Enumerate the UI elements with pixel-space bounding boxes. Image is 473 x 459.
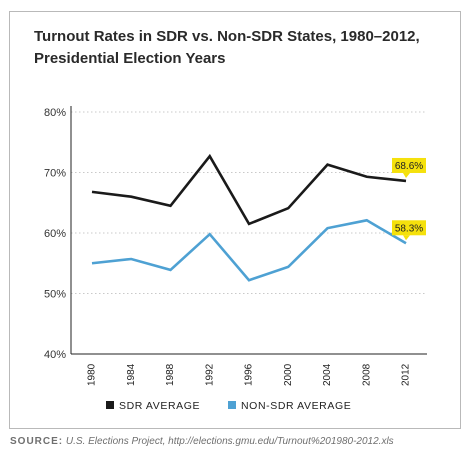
x-tick-label: 2000 bbox=[283, 363, 294, 386]
x-tick-label: 2008 bbox=[361, 363, 372, 386]
legend-swatch bbox=[106, 401, 114, 409]
x-tick-label: 2004 bbox=[322, 363, 333, 386]
data-label: 68.6% bbox=[395, 161, 423, 172]
y-tick-label: 80% bbox=[44, 107, 66, 119]
legend-swatch bbox=[228, 401, 236, 409]
y-tick-label: 60% bbox=[44, 228, 66, 240]
x-tick-label: 1992 bbox=[204, 363, 215, 386]
source-text: U.S. Elections Project, http://elections… bbox=[65, 436, 394, 447]
x-tick-label: 1984 bbox=[126, 363, 137, 386]
value-callout-pointer bbox=[403, 172, 410, 178]
chart-subtitle: Presidential Election Years bbox=[34, 50, 226, 67]
source-label: SOURCE: bbox=[10, 436, 64, 447]
chart-title-line1: Turnout Rates in SDR vs. Non-SDR States,… bbox=[34, 28, 420, 45]
x-tick-label: 1988 bbox=[165, 363, 176, 386]
value-callout-box bbox=[392, 220, 426, 236]
value-callout-pointer bbox=[403, 235, 410, 241]
x-tick-label: 1980 bbox=[87, 363, 98, 386]
chart-title: Turnout Rates in SDR vs. Non-SDR States,… bbox=[34, 26, 444, 70]
x-tick-label: 1996 bbox=[244, 363, 255, 386]
non-sdr-average-line bbox=[91, 218, 407, 282]
value-callout-box bbox=[392, 157, 426, 173]
y-tick-label: 70% bbox=[44, 168, 66, 180]
source-note: SOURCE: U.S. Elections Project, http://e… bbox=[10, 436, 470, 447]
sdr-average-line bbox=[91, 153, 407, 226]
chart-card bbox=[9, 11, 461, 429]
legend-label: SDR AVERAGE bbox=[119, 400, 200, 412]
data-label: 58.3% bbox=[395, 223, 423, 234]
y-tick-label: 40% bbox=[44, 349, 66, 361]
y-tick-label: 50% bbox=[44, 289, 66, 301]
x-tick-label: 2012 bbox=[401, 363, 412, 386]
legend-label: NON-SDR AVERAGE bbox=[241, 400, 351, 412]
